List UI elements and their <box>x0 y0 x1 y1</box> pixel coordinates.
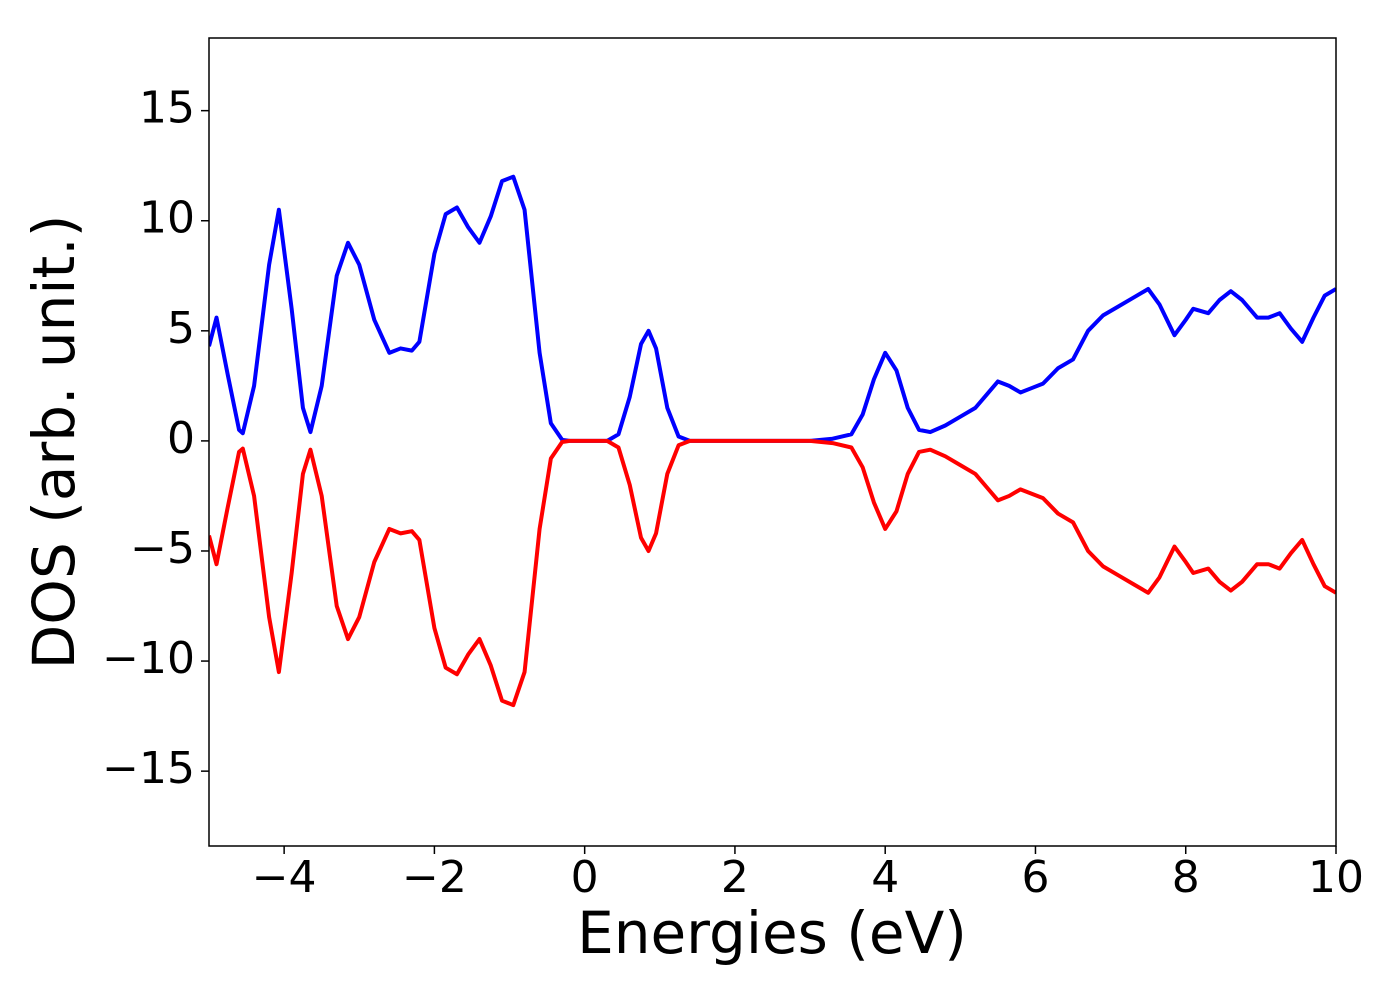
x-tick-label: 4 <box>871 852 899 903</box>
x-axis-label: Energies (eV) <box>577 899 967 967</box>
y-tick-label: −10 <box>102 633 195 684</box>
x-tick-label: −2 <box>402 852 467 903</box>
y-tick-label: 5 <box>167 303 195 354</box>
y-tick-label: 15 <box>139 83 195 134</box>
x-tick-label: 0 <box>571 852 599 903</box>
x-tick-label: −4 <box>252 852 317 903</box>
x-tick-label: 10 <box>1308 852 1364 903</box>
dos-line <box>209 438 1336 708</box>
plot-frame <box>208 37 1337 847</box>
y-tick-label: 0 <box>167 413 195 464</box>
y-axis-label: DOS (arb. unit.) <box>20 215 88 670</box>
x-tick-label: 2 <box>721 852 749 903</box>
y-tick-label: 10 <box>139 193 195 244</box>
dos-line <box>209 174 1336 443</box>
x-tick-label: 8 <box>1172 852 1200 903</box>
y-tick-label: −15 <box>102 743 195 794</box>
x-tick-label: 6 <box>1021 852 1049 903</box>
y-tick-label: −5 <box>130 523 195 574</box>
